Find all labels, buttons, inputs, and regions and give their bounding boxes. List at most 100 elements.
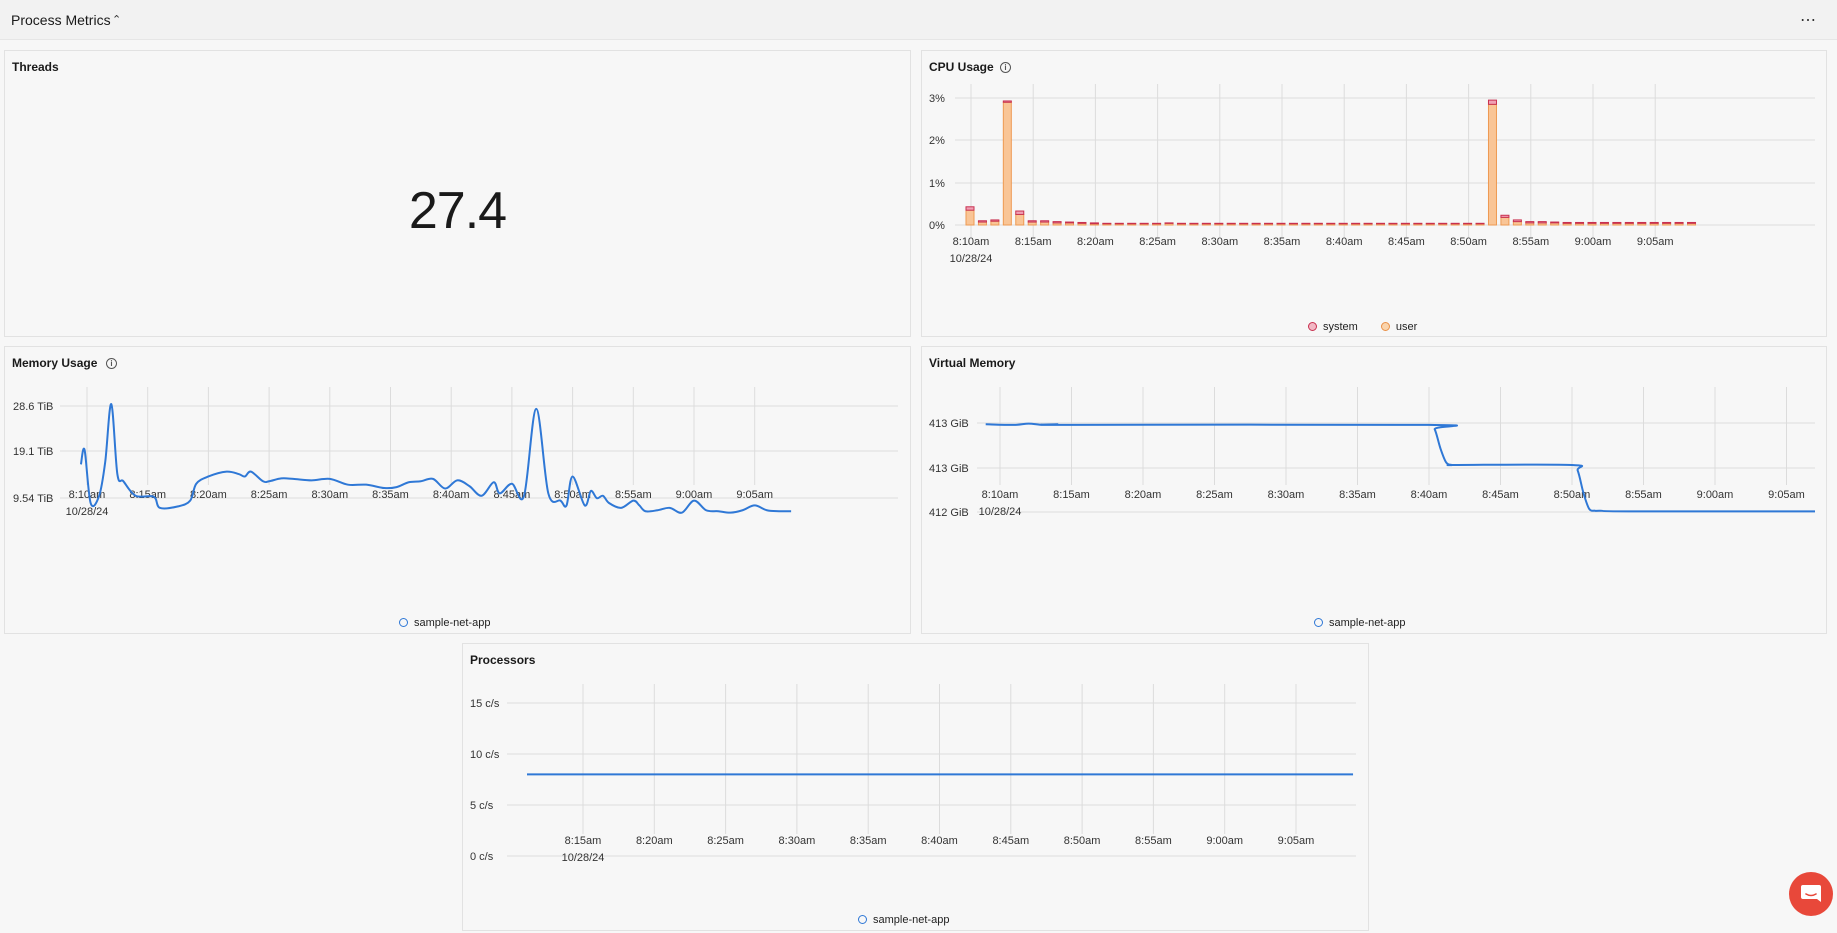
y-tick-label: 10 c/s — [470, 749, 500, 761]
x-tick-label: 8:45am — [1482, 489, 1519, 501]
cpu-bar-user — [1015, 213, 1025, 226]
cpu-bar-system — [1450, 222, 1460, 225]
y-tick-label: 412 GiB — [929, 507, 969, 519]
cpu-bar-user — [1487, 103, 1497, 226]
cpu-bar-system — [1164, 222, 1174, 224]
x-tick-label: 8:30am — [1201, 236, 1238, 248]
cpu-bar-system — [1102, 222, 1112, 225]
cpu-bar-system — [1326, 222, 1336, 225]
x-tick-label: 8:30am — [1268, 489, 1305, 501]
cpu-bar-system — [990, 219, 1000, 222]
cpu-bar-system — [1487, 99, 1497, 105]
cpu-bar-system — [1139, 222, 1149, 225]
panel-title: Virtual Memory — [929, 356, 1016, 370]
x-tick-label: 8:50am — [1450, 236, 1487, 248]
x-tick-label: 9:00am — [1575, 236, 1612, 248]
cpu-bar-system — [1388, 222, 1398, 225]
legend-dot — [1380, 322, 1390, 331]
x-tick-label: 8:50am — [554, 489, 591, 501]
x-tick-label: 8:30am — [311, 489, 348, 501]
y-tick-label: 1% — [929, 178, 945, 190]
cpu-bar-system — [1027, 220, 1037, 223]
x-tick-label: 8:35am — [1339, 489, 1376, 501]
info-icon[interactable]: i — [106, 358, 117, 369]
cpu-bar-system — [1351, 222, 1361, 225]
cpu-bar-system — [1114, 222, 1124, 225]
cpu-bar-system — [1537, 221, 1547, 224]
cpu-bar-system — [1301, 222, 1311, 225]
x-date-label: 10/28/24 — [950, 253, 993, 265]
info-icon[interactable]: i — [1000, 62, 1011, 73]
x-tick-label: 8:45am — [1388, 236, 1425, 248]
x-tick-label: 8:40am — [921, 835, 958, 847]
legend-item-system[interactable]: system — [1308, 321, 1358, 333]
memory-series-line — [79, 403, 792, 514]
x-tick-label: 8:55am — [1512, 236, 1549, 248]
chat-launcher-button[interactable] — [1789, 872, 1833, 916]
x-tick-label: 8:15am — [1053, 489, 1090, 501]
x-tick-label: 8:55am — [1135, 835, 1172, 847]
x-date-label: 10/28/24 — [979, 506, 1022, 518]
y-tick-label: 3% — [929, 93, 945, 105]
virtual-memory-series-line — [985, 422, 1816, 513]
chart-legend: sample-net-app — [858, 914, 949, 926]
cpu-bar-system — [1425, 222, 1435, 225]
x-tick-label: 8:15am — [129, 489, 166, 501]
legend-item-user[interactable]: user — [1380, 321, 1417, 333]
x-tick-label: 8:35am — [1264, 236, 1301, 248]
cpu-bar-system — [1201, 222, 1211, 225]
x-tick-label: 8:45am — [992, 835, 1029, 847]
cpu-usage-panel: CPU Usage i 3% 2% 1% 0% 8:10am 8:15am 8:20am 8:… — [921, 50, 1827, 337]
y-tick-label: 5 c/s — [470, 800, 494, 812]
chevron-up-icon[interactable]: ⌃ — [112, 14, 122, 26]
x-tick-label: 8:40am — [1326, 236, 1363, 248]
cpu-bar-system — [1587, 221, 1597, 224]
cpu-bar-user — [1500, 216, 1510, 226]
legend-dot — [1308, 322, 1317, 331]
x-tick-label: 8:55am — [615, 489, 652, 501]
chart-legend: sample-net-app — [1314, 617, 1405, 629]
threads-panel: Threads 27.4 — [4, 50, 911, 337]
x-tick-label: 8:55am — [1625, 489, 1662, 501]
cpu-bar-system — [1649, 221, 1659, 224]
memory-usage-chart: 28.6 TiB 19.1 TiB 9.54 TiB 8:10am 8:15am 8:20… — [13, 387, 898, 518]
x-tick-label: 8:15am — [1015, 236, 1052, 248]
cpu-bar-system — [1002, 100, 1012, 103]
cpu-bar-system — [1264, 222, 1274, 225]
x-tick-label: 9:05am — [1768, 489, 1805, 501]
panel-title: Memory Usage — [12, 356, 98, 370]
x-tick-label: 8:40am — [1411, 489, 1448, 501]
threads-value: 27.4 — [408, 182, 507, 240]
x-tick-label: 8:25am — [707, 835, 744, 847]
virtual-memory-chart: 413 GiB 413 GiB 412 GiB 8:10am 8:15am 8:20am 8… — [929, 387, 1816, 519]
cpu-bar-system — [1624, 221, 1634, 224]
x-tick-label: 9:00am — [1206, 835, 1243, 847]
virtual-memory-panel: Virtual Memory 413 GiB 413 GiB 412 GiB 8:10… — [921, 346, 1827, 634]
processors-chart: 15 c/s 10 c/s 5 c/s 0 c/s 8:15am 8:20am 8:25am… — [470, 684, 1356, 864]
cpu-bar-system — [1052, 221, 1062, 224]
x-tick-label: 8:10am — [69, 489, 106, 501]
y-tick-label: 413 GiB — [929, 418, 969, 430]
cpu-bar-system — [1127, 222, 1137, 225]
legend-item-sample-net-app[interactable]: sample-net-app — [399, 617, 490, 629]
x-tick-label: 8:30am — [779, 835, 816, 847]
x-tick-label: 8:15am — [565, 835, 602, 847]
legend-item-sample-net-app[interactable]: sample-net-app — [858, 914, 949, 926]
x-tick-label: 8:20am — [636, 835, 673, 847]
cpu-bar-system — [965, 206, 975, 211]
x-tick-label: 8:10am — [982, 489, 1019, 501]
cpu-bar-system — [1500, 214, 1510, 218]
panel-title: Threads — [12, 60, 59, 74]
x-tick-label: 8:35am — [850, 835, 887, 847]
cpu-bar-system — [1363, 222, 1373, 225]
x-tick-label: 8:35am — [372, 489, 409, 501]
section-title[interactable]: Process Metrics — [11, 12, 111, 28]
y-tick-label: 9.54 TiB — [13, 493, 53, 505]
x-tick-label: 8:40am — [433, 489, 470, 501]
cpu-bar-system — [977, 220, 987, 223]
more-horizontal-icon[interactable]: ⋯ — [1800, 12, 1817, 29]
x-tick-label: 9:05am — [1278, 835, 1315, 847]
legend-item-sample-net-app[interactable]: sample-net-app — [1314, 617, 1405, 629]
cpu-bar-system — [1313, 222, 1323, 225]
cpu-bar-system — [1562, 221, 1572, 224]
